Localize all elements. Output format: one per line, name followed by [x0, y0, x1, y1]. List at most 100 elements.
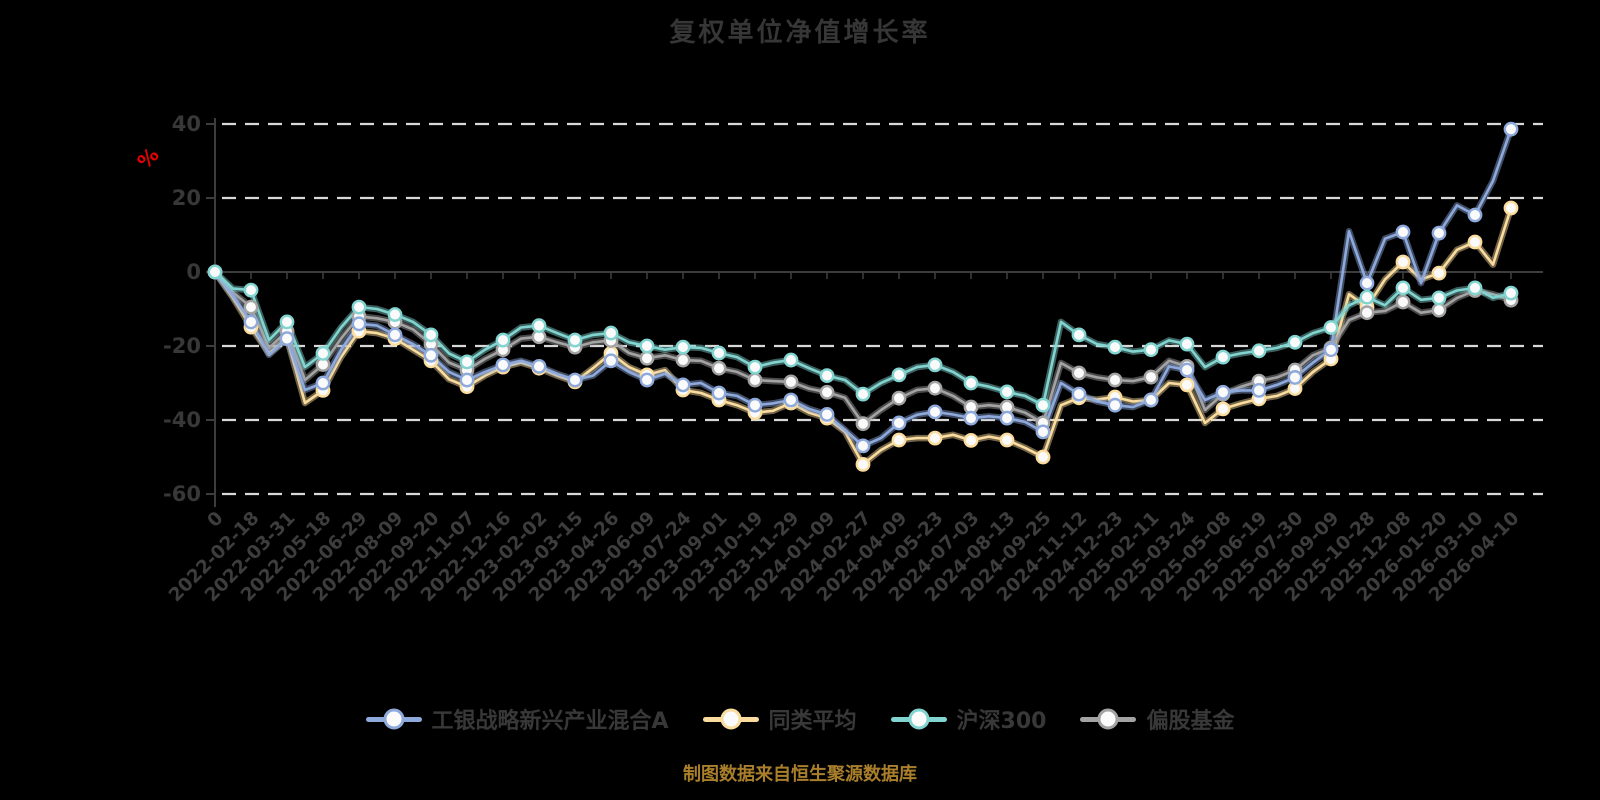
- data-point-marker: [243, 314, 259, 330]
- data-point-marker: [891, 367, 907, 383]
- data-point-marker: [1215, 349, 1231, 365]
- data-point-marker: [819, 368, 835, 383]
- data-point-marker: [351, 316, 367, 332]
- data-point-marker: [1395, 254, 1411, 270]
- data-source-caption: 制图数据来自恒生聚源数据库: [683, 764, 917, 785]
- y-tick-label: -60: [163, 482, 201, 506]
- data-point-marker: [1467, 234, 1483, 250]
- chart-title: 复权单位净值增长率: [669, 18, 931, 48]
- data-point-marker: [747, 397, 763, 413]
- legend-item-3[interactable]: 沪深300: [890, 703, 1047, 735]
- data-point-marker: [711, 385, 727, 401]
- data-point-marker: [855, 456, 871, 472]
- legend: 工银战略新兴产业混合A 同类平均 沪深300 偏股基金: [0, 703, 1600, 735]
- legend-marker-icon: [365, 708, 422, 730]
- legend-label: 同类平均: [768, 709, 857, 734]
- data-point-marker: [1431, 225, 1447, 241]
- data-point-marker: [279, 331, 295, 346]
- data-point-marker: [1251, 343, 1267, 359]
- series-line: [213, 270, 1513, 407]
- series-沪深300: [211, 268, 1515, 409]
- data-point-marker: [207, 264, 223, 280]
- data-point-marker: [459, 354, 475, 370]
- data-point-marker: [1503, 121, 1519, 137]
- data-point-marker: [567, 372, 583, 388]
- data-point-marker: [1323, 342, 1339, 358]
- y-tick-label: 20: [172, 186, 201, 210]
- data-point-marker: [423, 347, 439, 363]
- data-point-marker: [999, 432, 1015, 448]
- data-point-marker: [855, 386, 871, 402]
- data-point-marker: [819, 384, 835, 400]
- data-point-marker: [855, 416, 871, 432]
- data-point-marker: [999, 384, 1015, 400]
- data-point-marker: [1071, 386, 1087, 402]
- legend-marker-icon: [890, 708, 947, 730]
- data-point-marker: [963, 432, 979, 448]
- data-point-marker: [1359, 305, 1375, 321]
- data-point-marker: [531, 358, 547, 374]
- data-point-marker: [675, 377, 691, 393]
- y-tick-label: -20: [163, 334, 201, 358]
- legend-label: 沪深300: [956, 709, 1047, 734]
- data-point-marker: [783, 352, 799, 368]
- data-point-marker: [1359, 275, 1375, 291]
- data-point-marker: [927, 380, 943, 396]
- data-point-marker: [459, 372, 475, 388]
- data-point-marker: [963, 410, 979, 426]
- legend-item-4[interactable]: 偏股基金: [1080, 703, 1235, 735]
- legend-marker-icon: [1080, 708, 1137, 730]
- legend-label: 偏股基金: [1146, 709, 1235, 734]
- y-tick-label: -40: [163, 408, 201, 432]
- legend-dot-icon: [383, 708, 404, 730]
- data-point-marker: [639, 350, 655, 366]
- legend-item-1[interactable]: 工银战略新兴产业混合A: [365, 703, 669, 735]
- data-point-marker: [1215, 384, 1231, 400]
- data-point-marker: [603, 325, 619, 341]
- legend-dot-icon: [720, 708, 742, 730]
- data-point-marker: [531, 318, 547, 334]
- legend-dot-icon: [908, 708, 930, 730]
- axes: 40200-20-40-6002022-02-182022-03-312022-…: [163, 112, 1543, 606]
- data-point-marker: [243, 282, 259, 298]
- data-point-marker: [387, 327, 403, 343]
- data-point-marker: [1179, 362, 1195, 378]
- data-point-marker: [639, 372, 655, 388]
- y-tick-label: 40: [172, 112, 201, 136]
- data-point-marker: [675, 339, 691, 355]
- data-point-marker: [1431, 265, 1447, 281]
- data-point-marker: [1503, 200, 1519, 216]
- data-point-marker: [891, 390, 907, 406]
- data-point-marker: [315, 375, 331, 391]
- data-point-marker: [1035, 424, 1051, 440]
- data-point-marker: [495, 332, 511, 348]
- data-point-marker: [1071, 365, 1087, 381]
- data-point-marker: [495, 357, 511, 373]
- data-point-marker: [1179, 336, 1195, 352]
- data-point-marker: [1143, 392, 1159, 408]
- data-point-marker: [927, 357, 943, 373]
- data-point-marker: [1143, 342, 1159, 358]
- data-point-marker: [1251, 382, 1267, 398]
- data-point-marker: [891, 415, 907, 431]
- data-point-marker: [603, 353, 619, 369]
- data-point-marker: [819, 407, 835, 422]
- data-point-marker: [1359, 289, 1375, 305]
- data-point-marker: [1503, 285, 1519, 301]
- data-point-marker: [1143, 369, 1159, 385]
- data-point-marker: [675, 352, 691, 368]
- data-point-marker: [567, 332, 583, 348]
- series-markers-沪深300: [207, 264, 1519, 413]
- data-point-marker: [1035, 449, 1051, 465]
- data-point-marker: [1467, 207, 1483, 223]
- data-point-marker: [1395, 224, 1411, 240]
- data-point-marker: [1467, 280, 1483, 296]
- data-point-marker: [1107, 339, 1123, 355]
- data-point-marker: [1323, 320, 1339, 335]
- legend-item-2[interactable]: 同类平均: [702, 703, 857, 735]
- data-point-marker: [1107, 372, 1123, 388]
- data-point-marker: [783, 374, 799, 390]
- data-point-marker: [279, 314, 295, 330]
